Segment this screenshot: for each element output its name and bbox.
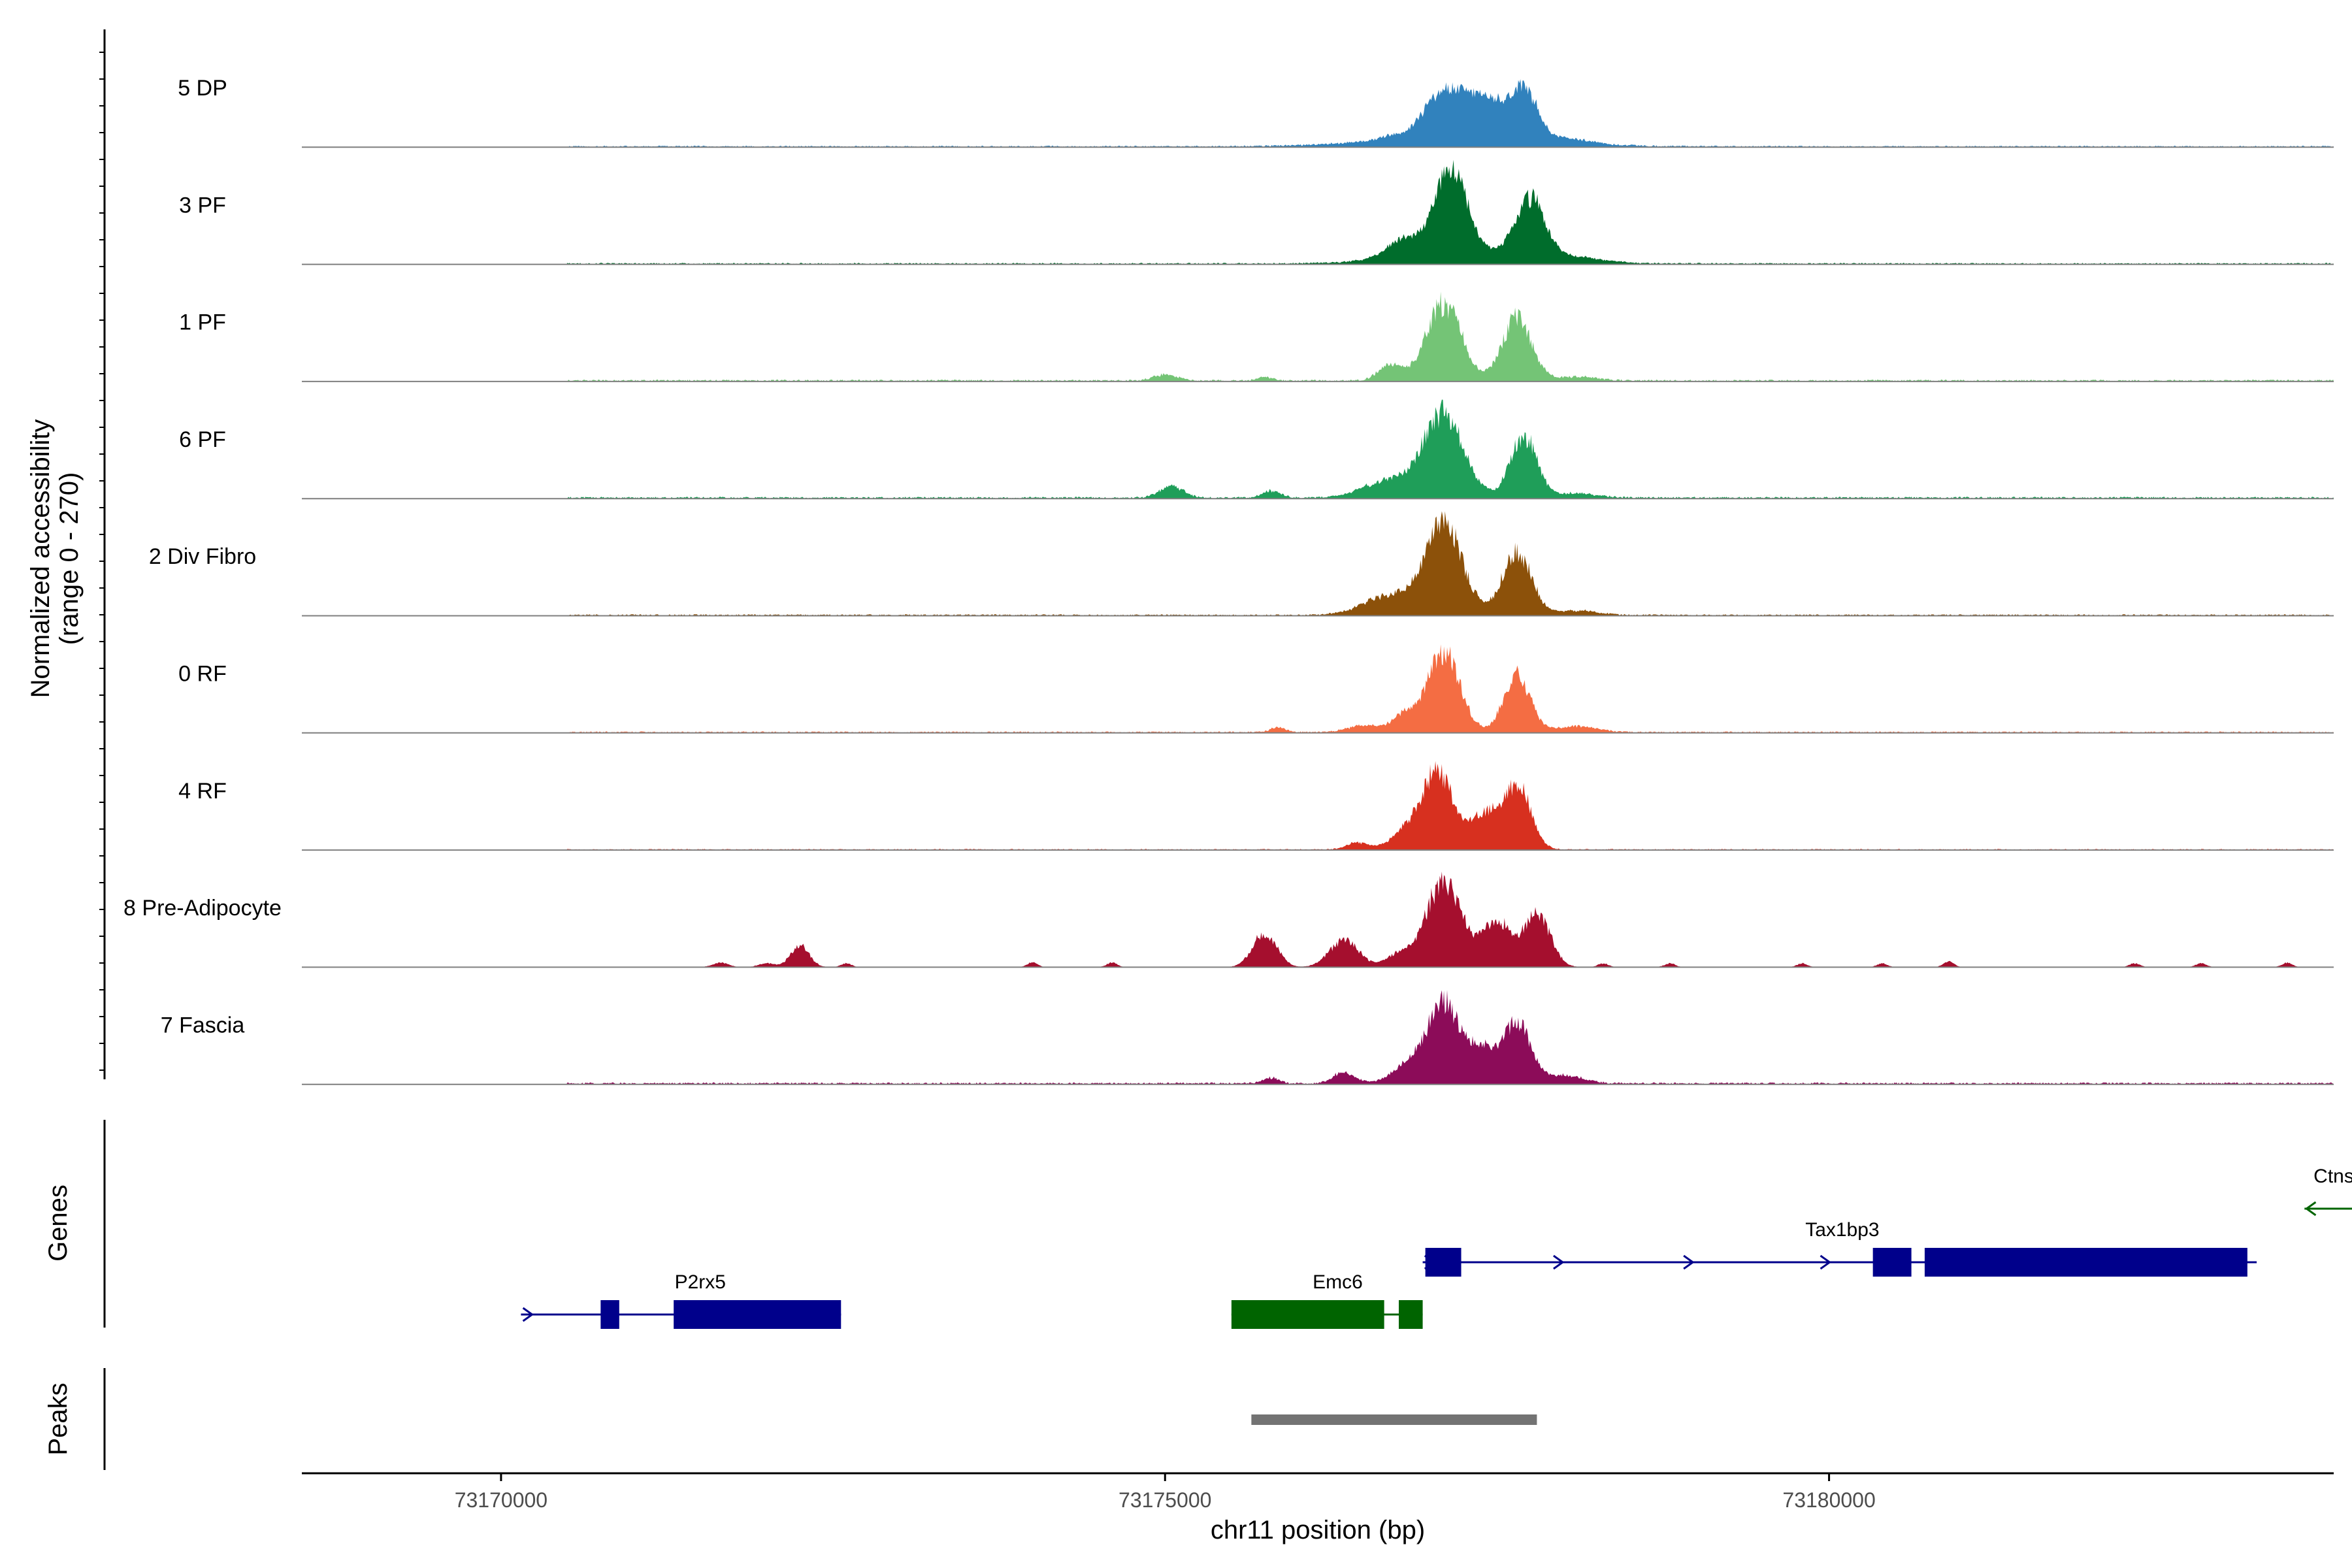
- gene-strand-arrow: [1820, 1254, 1832, 1270]
- gene-exon: [1872, 1248, 1912, 1277]
- track-label-4-rf: 4 RF: [178, 779, 227, 804]
- track-label-6-pf: 6 PF: [179, 427, 226, 452]
- gene-annotations: P2rx5 Emc6 Tax1bp3 Ctns: [521, 1166, 2352, 1329]
- coverage-area-4-rf: [302, 760, 2334, 851]
- gene-p2rx5: P2rx5: [521, 1271, 841, 1329]
- track-label-5-dp: 5 DP: [178, 76, 227, 101]
- peaks-track-label: Peaks: [44, 1382, 73, 1455]
- track-8-pre-adipocyte: 8 Pre-Adipocyte: [123, 872, 2334, 968]
- coverage-area-5-dp: [302, 79, 2334, 148]
- gene-exon: [674, 1300, 841, 1329]
- x-tick-label: 73170000: [455, 1488, 547, 1512]
- coverage-area-8-pre-adipocyte: [302, 872, 2334, 968]
- gene-strand-arrow: [2304, 1201, 2317, 1217]
- x-tick-label: 73180000: [1782, 1488, 1875, 1512]
- track-label-1-pf: 1 PF: [179, 310, 226, 335]
- track-5-dp: 5 DP: [178, 76, 2334, 148]
- track-0-rf: 0 RF: [178, 644, 2334, 734]
- gene-label-emc6: Emc6: [1313, 1271, 1363, 1293]
- track-label-8-pre-adipocyte: 8 Pre-Adipocyte: [123, 896, 282, 921]
- peak-regions: [1251, 1414, 1537, 1425]
- y-axis-title: Normalized accessibility (range 0 - 270): [26, 419, 84, 698]
- track-6-pf: 6 PF: [179, 399, 2334, 500]
- y-axis-title-line1: Normalized accessibility: [26, 419, 55, 698]
- gene-emc6: Emc6: [1231, 1271, 1423, 1329]
- track-7-fascia: 7 Fascia: [161, 990, 2334, 1085]
- gene-ctns: Ctns: [2304, 1166, 2352, 1217]
- genes-track-label: Genes: [44, 1184, 73, 1262]
- coverage-area-6-pf: [302, 399, 2334, 499]
- gene-strand-arrow: [1424, 1254, 1436, 1270]
- gene-exon: [1398, 1300, 1423, 1329]
- gene-label-ctns: Ctns: [2313, 1166, 2352, 1187]
- coverage-y-axis-ticks: [99, 52, 105, 1071]
- track-label-3-pf: 3 PF: [179, 193, 226, 218]
- y-axis-title-line2: (range 0 - 270): [55, 472, 84, 645]
- peak-region: [1251, 1414, 1537, 1425]
- coverage-area-3-pf: [302, 159, 2334, 265]
- track-label-7-fascia: 7 Fascia: [161, 1013, 245, 1037]
- gene-strand-arrow: [1553, 1254, 1565, 1270]
- coverage-tracks: 5 DP 3 PF 1 PF 6 PF 2 Div Fibro 0 RF 4 RF 8 Pre…: [123, 76, 2334, 1085]
- track-1-pf: 1 PF: [179, 291, 2334, 382]
- gene-strand-arrow: [1683, 1254, 1695, 1270]
- coverage-area-0-rf: [302, 644, 2334, 733]
- gene-label-tax1bp3: Tax1bp3: [1805, 1219, 1879, 1241]
- gene-label-p2rx5: P2rx5: [675, 1271, 726, 1293]
- gene-strand-arrow: [522, 1307, 534, 1322]
- x-axis-title: chr11 position (bp): [1211, 1516, 1425, 1544]
- gene-exon: [1924, 1248, 2247, 1277]
- coverage-area-7-fascia: [302, 990, 2334, 1085]
- coverage-area-2-div-fibro: [302, 511, 2334, 616]
- gene-exon: [600, 1300, 619, 1329]
- track-3-pf: 3 PF: [179, 159, 2334, 265]
- x-axis-ticks: 73170000 73175000 73180000: [455, 1473, 1876, 1512]
- gene-strand-arrow: [694, 1307, 707, 1322]
- track-4-rf: 4 RF: [178, 760, 2334, 851]
- gene-tax1bp3: Tax1bp3: [1422, 1219, 2257, 1277]
- coverage-area-1-pf: [302, 291, 2334, 382]
- track-label-0-rf: 0 RF: [178, 662, 227, 687]
- track-label-2-div-fibro: 2 Div Fibro: [149, 544, 256, 569]
- gene-exon: [1231, 1300, 1384, 1329]
- track-2-div-fibro: 2 Div Fibro: [149, 511, 2334, 617]
- x-tick-label: 73175000: [1119, 1488, 1211, 1512]
- gene-exon: [1425, 1248, 1462, 1277]
